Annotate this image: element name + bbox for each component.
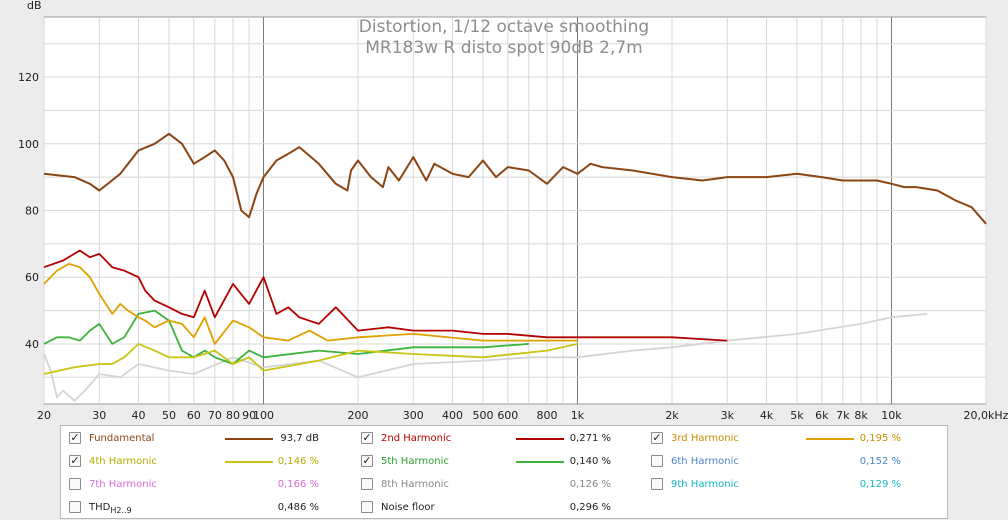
legend-label: Fundamental — [89, 433, 155, 444]
legend-line-swatch — [806, 438, 854, 440]
y-axis-label: dB — [27, 0, 42, 12]
checkbox-9th-harmonic[interactable] — [651, 478, 663, 490]
legend-panel: ✓ Fundamental 93,7 dB ✓ 2nd Harmonic 0,271 % ✓… — [60, 425, 948, 519]
x-tick-label: 7k — [836, 409, 850, 422]
legend-item-noise-floor: Noise floor 0,296 % — [357, 497, 637, 517]
y-tick-label: 80 — [25, 205, 39, 218]
checkbox-3rd-harmonic[interactable]: ✓ — [651, 431, 663, 444]
legend-item-2nd-harmonic: ✓ 2nd Harmonic 0,271 % — [357, 428, 637, 448]
x-tick-label: 3k — [721, 409, 735, 422]
legend-item-6th-harmonic: 6th Harmonic 0,152 % — [647, 451, 927, 471]
x-tick-label: 40 — [132, 409, 146, 422]
legend-item-thd: THDH2..9 0,486 % — [65, 497, 345, 517]
checkbox-5th-harmonic[interactable]: ✓ — [361, 454, 373, 467]
series-line-5th-harmonic — [43, 309, 529, 365]
series-line-2nd-harmonic — [43, 249, 728, 342]
series-line-4th-harmonic — [43, 342, 578, 375]
grid-lines — [43, 17, 987, 404]
legend-value: 0,140 % — [569, 456, 611, 467]
y-tick-label: 60 — [25, 271, 39, 284]
checkbox-6th-harmonic[interactable] — [651, 455, 663, 467]
x-tick-label: 70 — [208, 409, 222, 422]
legend-item-fundamental: ✓ Fundamental 93,7 dB — [65, 428, 345, 448]
legend-label: 4th Harmonic — [89, 456, 157, 467]
checkbox-2nd-harmonic[interactable]: ✓ — [361, 431, 373, 444]
x-tick-label: 20 — [37, 409, 51, 422]
legend-line-swatch — [225, 461, 273, 463]
series-line-fundamental — [43, 132, 987, 225]
legend-label: 9th Harmonic — [671, 479, 739, 490]
checkbox-8th-harmonic[interactable] — [361, 478, 373, 490]
x-tick-label: 5k — [790, 409, 804, 422]
legend-item-3rd-harmonic: ✓ 3rd Harmonic 0,195 % — [647, 428, 927, 448]
x-tick-label: 50 — [162, 409, 176, 422]
x-tick-label: 10k — [881, 409, 902, 422]
checkbox-noise-floor[interactable] — [361, 501, 373, 513]
legend-label: THDH2..9 — [89, 502, 132, 515]
x-tick-label: 90 — [242, 409, 256, 422]
x-tick-label: 6k — [815, 409, 829, 422]
x-tick-label: 20,0kHz — [964, 409, 1008, 422]
legend-label: Noise floor — [381, 502, 435, 513]
legend-item-9th-harmonic: 9th Harmonic 0,129 % — [647, 474, 927, 494]
series-line-8th-harmonic — [43, 313, 928, 402]
chart-title: Distortion, 1/12 octave smoothing — [359, 17, 649, 37]
x-tick-label: 30 — [92, 409, 106, 422]
x-tick-label: 1k — [571, 409, 585, 422]
y-axis-ticks: 40 60 80 100 120 — [18, 71, 39, 351]
x-tick-label: 100 — [253, 409, 274, 422]
legend-value: 0,166 % — [277, 479, 319, 490]
x-tick-label: 800 — [537, 409, 558, 422]
legend-line-swatch — [225, 438, 273, 440]
checkbox-fundamental[interactable]: ✓ — [69, 431, 81, 444]
legend-item-7th-harmonic: 7th Harmonic 0,166 % — [65, 474, 345, 494]
y-tick-label: 40 — [25, 338, 39, 351]
legend-value: 0,486 % — [277, 502, 319, 513]
checkbox-thd[interactable] — [69, 501, 81, 513]
legend-label: 2nd Harmonic — [381, 433, 452, 444]
legend-line-swatch — [516, 461, 564, 463]
x-tick-label: 4k — [760, 409, 774, 422]
legend-value: 0,296 % — [569, 502, 611, 513]
legend-item-4th-harmonic: ✓ 4th Harmonic 0,146 % — [65, 451, 345, 471]
legend-value: 0,129 % — [859, 479, 901, 490]
legend-item-8th-harmonic: 8th Harmonic 0,126 % — [357, 474, 637, 494]
series-line-3rd-harmonic — [43, 262, 578, 345]
legend-label: 3rd Harmonic — [671, 433, 739, 444]
legend-value: 0,146 % — [277, 456, 319, 467]
x-tick-label: 300 — [403, 409, 424, 422]
checkbox-7th-harmonic[interactable] — [69, 478, 81, 490]
x-tick-label: 80 — [226, 409, 240, 422]
y-tick-label: 120 — [18, 71, 39, 84]
x-tick-label: 200 — [348, 409, 369, 422]
checkbox-4th-harmonic[interactable]: ✓ — [69, 454, 81, 467]
legend-line-swatch — [516, 438, 564, 440]
legend-item-5th-harmonic: ✓ 5th Harmonic 0,140 % — [357, 451, 637, 471]
x-tick-label: 8k — [854, 409, 868, 422]
x-tick-label: 600 — [497, 409, 518, 422]
x-tick-label: 60 — [187, 409, 201, 422]
legend-label: 6th Harmonic — [671, 456, 739, 467]
x-tick-label: 2k — [665, 409, 679, 422]
x-tick-label: 500 — [472, 409, 493, 422]
legend-label: 5th Harmonic — [381, 456, 449, 467]
chart-subtitle: MR183w R disto spot 90dB 2,7m — [365, 38, 643, 58]
legend-value: 93,7 dB — [280, 433, 319, 444]
x-tick-label: 400 — [442, 409, 463, 422]
series-lines — [43, 132, 987, 402]
legend-value: 0,195 % — [859, 433, 901, 444]
y-tick-label: 100 — [18, 138, 39, 151]
legend-value: 0,271 % — [569, 433, 611, 444]
legend-value: 0,152 % — [859, 456, 901, 467]
legend-label: 7th Harmonic — [89, 479, 157, 490]
legend-value: 0,126 % — [569, 479, 611, 490]
legend-label: 8th Harmonic — [381, 479, 449, 490]
